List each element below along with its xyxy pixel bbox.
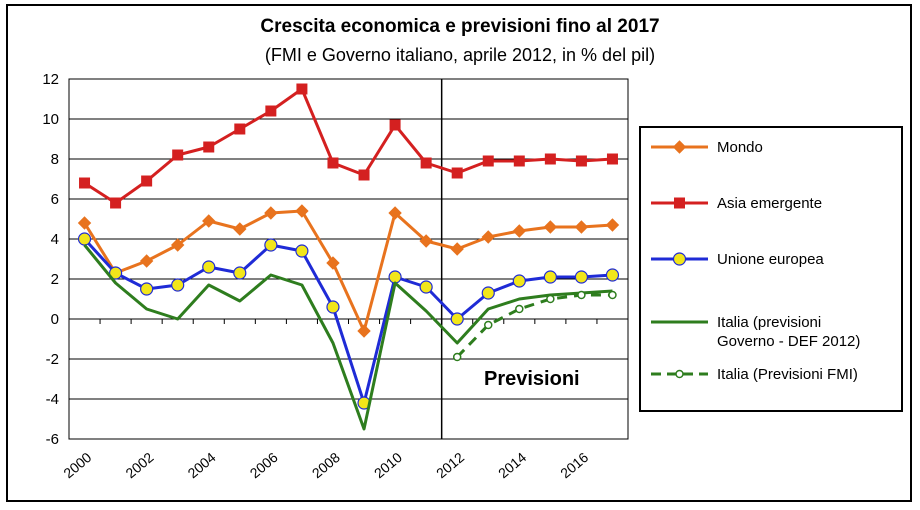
x-tick-label: 2012 — [433, 449, 467, 481]
data-point — [608, 290, 617, 300]
data-point — [357, 324, 371, 338]
legend-label: Italia (Previsioni FMI) — [717, 366, 858, 383]
y-tick-label: 4 — [51, 231, 59, 248]
x-tick-label: 2006 — [247, 449, 281, 481]
series-lines — [77, 83, 620, 431]
data-point — [605, 218, 620, 232]
data-point — [546, 294, 555, 304]
chart-frame: Crescita economica e previsioni fino al … — [6, 4, 912, 502]
data-point — [450, 242, 464, 256]
legend-box — [639, 126, 903, 412]
data-point — [108, 266, 123, 280]
data-point — [202, 214, 216, 228]
data-point — [672, 252, 687, 266]
data-point — [389, 119, 401, 131]
data-point — [388, 270, 402, 284]
axes: -6 -4 -2 0 2 4 6 8 10 12 2000 2002 2004 2006 2008 2010 2… — [42, 71, 629, 481]
data-point — [675, 369, 684, 379]
series-line — [83, 87, 613, 205]
chart-title: Crescita economica e previsioni fino al … — [260, 16, 659, 37]
data-point — [77, 232, 92, 246]
data-point — [419, 280, 433, 294]
chart-subtitle: (FMI e Governo italiano, aprile 2012, in… — [265, 45, 655, 65]
x-tick-label: 2010 — [371, 449, 405, 481]
data-point — [574, 220, 589, 234]
data-point — [672, 140, 687, 154]
y-tick-label: -2 — [46, 351, 59, 368]
data-point — [172, 149, 184, 161]
data-point — [577, 290, 586, 300]
data-point — [358, 169, 370, 181]
data-point — [295, 244, 309, 258]
legend-label: Italia (previsioni Governo - DEF 2012) — [717, 314, 860, 350]
x-tick-label: 2016 — [557, 449, 591, 481]
data-point — [170, 238, 185, 252]
data-point — [484, 320, 493, 330]
data-point — [388, 206, 402, 220]
y-tick-label: 12 — [42, 71, 59, 88]
data-point — [605, 268, 620, 282]
data-point — [77, 216, 92, 230]
x-tick-label: 2014 — [495, 449, 529, 481]
data-point — [326, 256, 340, 270]
data-point — [264, 206, 278, 220]
data-point — [543, 270, 557, 284]
line-chart: Crescita economica e previsioni fino al … — [42, 16, 903, 481]
data-point — [452, 352, 462, 362]
forecast-annotation: Previsioni — [484, 368, 580, 390]
data-point — [544, 153, 556, 165]
data-point — [419, 234, 433, 248]
data-point — [450, 312, 464, 326]
x-tick-label: 2004 — [185, 449, 219, 481]
data-point — [420, 157, 432, 169]
y-tick-label: 6 — [51, 191, 59, 208]
data-point — [482, 155, 494, 167]
data-point — [233, 266, 247, 280]
data-point — [234, 123, 246, 135]
series-line — [83, 244, 613, 431]
data-point — [513, 155, 525, 167]
data-point — [515, 304, 524, 314]
data-point — [575, 155, 587, 167]
data-point — [233, 222, 247, 236]
data-point — [264, 238, 278, 252]
data-point — [110, 197, 122, 209]
legend-label: Unione europea — [717, 251, 824, 268]
data-point — [512, 274, 526, 288]
data-point — [203, 141, 215, 153]
data-point — [141, 175, 153, 187]
y-tick-label: 0 — [51, 311, 59, 328]
x-tick-label: 2000 — [60, 449, 94, 481]
x-tick-label: 2008 — [309, 449, 343, 481]
data-point — [296, 83, 308, 95]
data-point — [574, 270, 589, 284]
y-tick-label: 8 — [51, 151, 59, 168]
legend-label: Asia emergente — [717, 195, 822, 212]
data-point — [139, 254, 154, 268]
data-point — [606, 153, 618, 165]
data-point — [451, 167, 463, 179]
data-point — [171, 278, 185, 292]
data-point — [512, 224, 527, 238]
data-point — [481, 230, 495, 244]
legend-label: Mondo — [717, 139, 763, 156]
data-point — [202, 260, 216, 274]
data-point — [327, 157, 339, 169]
y-tick-label: 10 — [42, 111, 59, 128]
data-point — [674, 197, 685, 209]
data-point — [265, 105, 277, 117]
legend: Mondo Asia emergente Unione europea Italia … — [639, 126, 903, 412]
y-tick-label: -6 — [46, 431, 59, 448]
y-tick-label: -4 — [46, 391, 59, 408]
data-point — [543, 220, 558, 234]
series-line — [456, 293, 613, 359]
data-point — [481, 286, 495, 300]
data-point — [79, 177, 91, 189]
data-point — [295, 204, 309, 218]
data-point — [326, 300, 340, 314]
x-tick-label: 2002 — [122, 449, 156, 481]
data-point — [140, 282, 154, 296]
plot-border — [68, 78, 629, 440]
y-tick-label: 2 — [51, 271, 59, 288]
